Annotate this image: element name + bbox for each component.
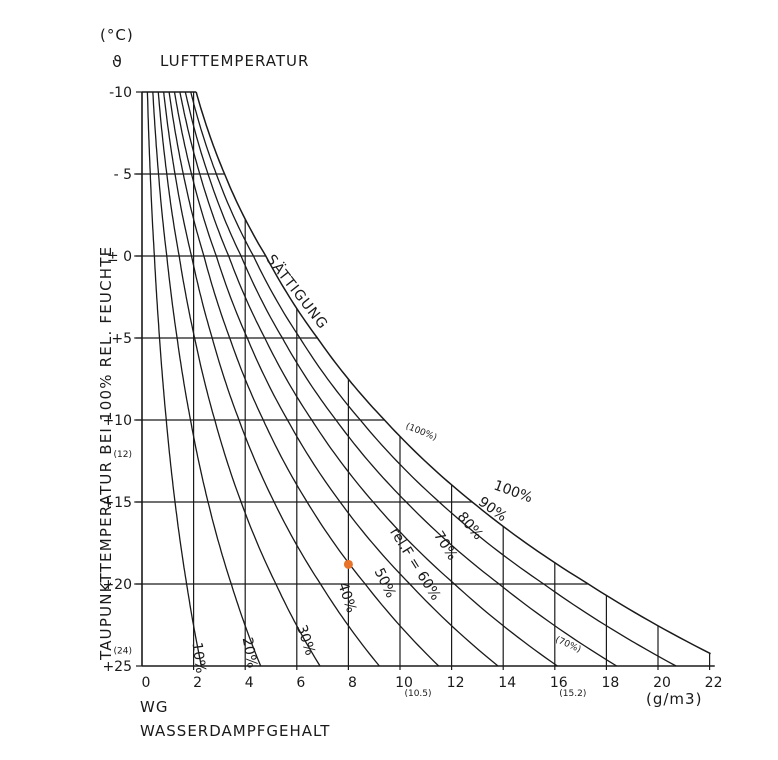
secondary-y-label: (12) xyxy=(114,450,132,460)
y-axis-label: TAUPUNKTTEMPERATUR BEI 100% REL. FEUCHTE xyxy=(97,245,115,660)
y-tick-label: +5 xyxy=(111,331,132,347)
curve-30 xyxy=(157,91,321,667)
curve-80 xyxy=(184,91,618,667)
curve-label: 10% xyxy=(188,641,208,674)
x-tick-label: 18 xyxy=(601,675,619,691)
secondary-x-label: (10.5) xyxy=(404,689,431,699)
curve-label: 70% xyxy=(430,528,460,563)
x-tick-labels: 0 2 4 6 8 10 12 14 16 18 20 22 (10.5) (15.2) xyxy=(142,675,723,699)
curve-10 xyxy=(146,91,202,667)
curve-90 xyxy=(190,91,677,667)
y-tick-label: ± 0 xyxy=(107,249,132,265)
curve-40 xyxy=(163,91,380,667)
annotation: (70%) xyxy=(554,635,583,655)
y-tick-labels: -10 - 5 ± 0 +5 +10 +15 +20 +25 (12) (24) xyxy=(102,85,142,675)
vertical-reference-lines xyxy=(193,92,711,670)
x-tick-label: 12 xyxy=(447,675,465,691)
horizontal-reference-lines xyxy=(134,173,589,585)
curve-70 xyxy=(179,91,558,667)
axes xyxy=(141,91,715,667)
theta-symbol: ϑ xyxy=(112,52,123,71)
y-tick-label: +10 xyxy=(102,413,132,429)
x-tick-label: 22 xyxy=(705,675,723,691)
annotation: (100%) xyxy=(404,422,438,444)
x-tick-label: 20 xyxy=(653,675,671,691)
y-tick-label: +20 xyxy=(102,577,132,593)
y-unit: (°C) xyxy=(100,26,134,44)
marker-layer xyxy=(343,559,353,569)
curve-label: 100% xyxy=(492,478,535,507)
x-axis-unit: (g/m3) xyxy=(646,690,703,708)
curve-label: 20% xyxy=(239,636,260,669)
x-axis-label: WASSERDAMPFGEHALT xyxy=(140,722,331,740)
humidity-curves xyxy=(146,91,711,667)
curve-20 xyxy=(152,91,262,667)
secondary-y-label: (24) xyxy=(114,647,132,657)
x-tick-label: 2 xyxy=(193,675,202,691)
x-tick-label: 14 xyxy=(498,675,516,691)
curve-100 xyxy=(195,91,711,655)
x-tick-label: 6 xyxy=(296,675,305,691)
curve-label: 40% xyxy=(334,580,359,615)
x-axis-short-label: WG xyxy=(140,698,169,716)
y-tick-label: +25 xyxy=(102,659,132,675)
x-tick-label: 16 xyxy=(550,675,568,691)
y-tick-label: -10 xyxy=(109,85,132,101)
secondary-x-label: (15.2) xyxy=(559,689,586,699)
data-marker xyxy=(343,559,353,569)
x-tick-label: 0 xyxy=(142,675,151,691)
curve-50 xyxy=(168,91,440,667)
x-tick-label: 8 xyxy=(348,675,357,691)
saturation-label: SÄTTIGUNG xyxy=(263,251,333,333)
chart-title: LUFTTEMPERATUR xyxy=(160,52,310,70)
x-tick-label: 4 xyxy=(245,675,254,691)
x-tick-label: 10 xyxy=(395,675,413,691)
y-tick-label: - 5 xyxy=(114,167,132,183)
curve-labels: 100%90%80%70%50%40%30%20%10%SÄTTIGUNG(10… xyxy=(188,251,582,675)
curve-label: 90% xyxy=(475,494,510,525)
curve-60 xyxy=(173,91,499,667)
y-tick-label: +15 xyxy=(102,495,132,511)
